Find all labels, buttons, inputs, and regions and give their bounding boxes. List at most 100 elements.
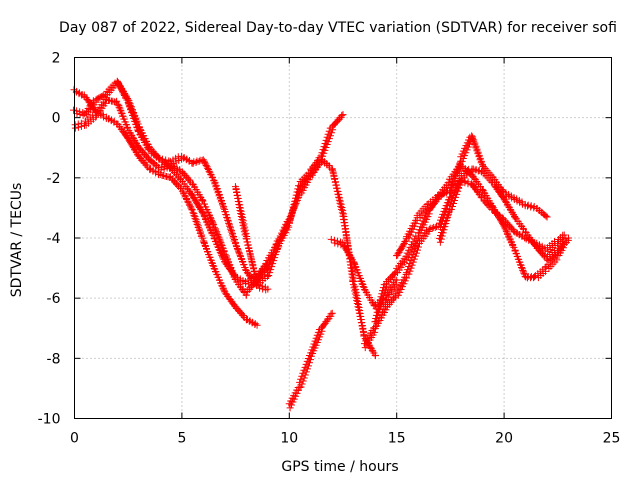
data-point — [253, 321, 261, 329]
data-point — [234, 197, 242, 205]
data-point — [194, 223, 202, 231]
data-point — [219, 204, 227, 212]
data-point — [337, 205, 345, 213]
data-point — [193, 220, 201, 228]
data-point — [184, 198, 192, 206]
data-point — [300, 374, 308, 382]
data-point — [297, 383, 305, 391]
data-point — [134, 126, 142, 134]
data-point — [335, 193, 343, 201]
data-point — [323, 141, 331, 149]
data-point — [233, 243, 241, 251]
data-point — [265, 272, 273, 280]
data-point — [204, 221, 212, 229]
data-point — [251, 320, 259, 328]
data-point — [382, 285, 390, 293]
data-point — [438, 232, 446, 240]
series-track-2 — [71, 95, 250, 299]
data-point — [457, 178, 465, 186]
data-point — [305, 359, 313, 367]
x-tick-label: 15 — [388, 431, 406, 447]
y-tick-label: -10 — [38, 412, 61, 428]
data-point — [453, 190, 461, 198]
data-point — [470, 138, 478, 146]
data-point — [267, 266, 275, 274]
data-point — [186, 201, 194, 209]
data-point — [376, 303, 384, 311]
data-point — [462, 149, 470, 157]
data-point — [213, 270, 221, 278]
data-point — [553, 256, 561, 264]
data-point — [236, 206, 244, 214]
data-point — [353, 300, 361, 308]
data-point — [216, 195, 224, 203]
data-point — [302, 368, 310, 376]
data-point — [220, 287, 228, 295]
chart-title: Day 087 of 2022, Sidereal Day-to-day VTE… — [59, 20, 617, 36]
data-point — [442, 217, 450, 225]
data-point — [413, 237, 421, 245]
y-tick-label: 0 — [52, 111, 61, 127]
data-point — [205, 167, 213, 175]
data-point — [409, 258, 417, 266]
data-point — [222, 210, 230, 218]
data-point — [456, 181, 464, 189]
data-point — [400, 280, 408, 288]
x-tick-label: 10 — [280, 431, 298, 447]
data-point — [200, 200, 208, 208]
data-point — [303, 365, 311, 373]
data-point — [328, 129, 336, 137]
data-point — [320, 149, 328, 157]
data-point — [131, 117, 139, 125]
data-point — [202, 161, 210, 169]
data-point — [225, 222, 233, 230]
data-point — [542, 212, 550, 220]
data-point — [469, 135, 477, 143]
data-point — [453, 166, 461, 174]
data-point — [199, 234, 207, 242]
data-point — [472, 144, 480, 152]
data-point — [554, 249, 562, 257]
data-point — [120, 115, 128, 123]
data-point — [349, 281, 357, 289]
data-point — [295, 188, 303, 196]
data-point — [143, 161, 151, 169]
data-point — [461, 152, 469, 160]
data-point — [132, 120, 140, 128]
data-point — [396, 288, 404, 296]
data-point — [380, 291, 388, 299]
data-point — [378, 297, 386, 305]
data-point — [207, 227, 215, 235]
data-point — [423, 200, 431, 208]
data-point — [293, 194, 301, 202]
data-point — [251, 278, 259, 286]
y-tick-label: -2 — [47, 171, 61, 187]
y-tick-label: 2 — [52, 51, 61, 67]
data-point — [475, 153, 483, 161]
data-point — [307, 356, 315, 364]
data-point — [196, 229, 204, 237]
data-point — [219, 254, 227, 262]
data-point — [377, 300, 385, 308]
data-point — [412, 249, 420, 257]
data-point — [327, 310, 335, 318]
data-point — [183, 196, 191, 204]
data-point — [288, 207, 296, 215]
data-point — [339, 111, 347, 119]
data-point — [405, 270, 413, 278]
data-point — [393, 276, 401, 284]
data-point — [186, 176, 194, 184]
data-point — [337, 202, 345, 210]
data-point — [230, 271, 238, 279]
data-point — [351, 287, 359, 295]
data-point — [301, 371, 309, 379]
data-point — [187, 204, 195, 212]
data-point — [452, 193, 460, 201]
series-track-10 — [371, 161, 568, 326]
data-point — [295, 185, 303, 193]
y-tick-label: -4 — [47, 231, 61, 247]
data-point — [374, 312, 382, 320]
data-point — [350, 284, 358, 292]
data-point — [399, 283, 407, 291]
data-point — [425, 225, 433, 233]
